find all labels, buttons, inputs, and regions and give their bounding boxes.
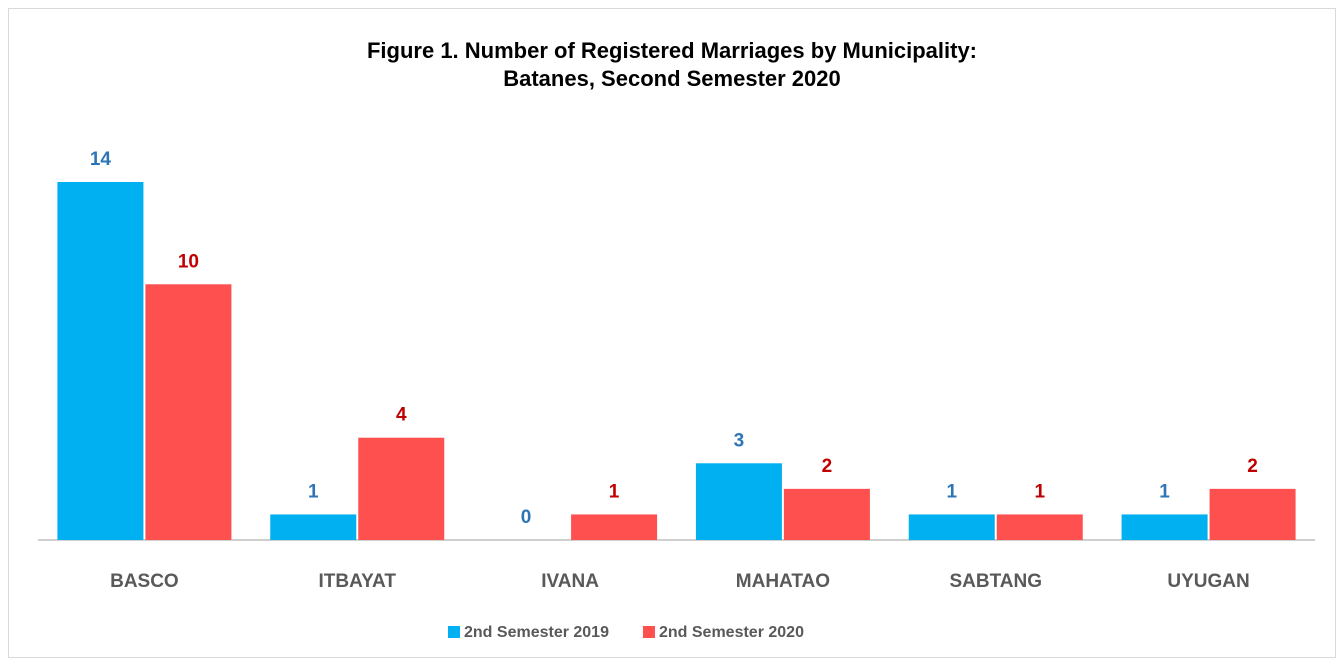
x-tick-label: MAHATAO: [736, 571, 830, 592]
bar: [996, 514, 1083, 540]
data-label: 4: [396, 405, 407, 426]
bar: [270, 514, 357, 540]
x-tick-label: ITBAYAT: [319, 571, 397, 592]
x-tick-label: IVANA: [541, 571, 599, 592]
x-tick-label: UYUGAN: [1167, 571, 1249, 592]
data-label: 1: [946, 481, 957, 502]
legend-label: 2nd Semester 2019: [464, 624, 609, 641]
bar: [695, 463, 782, 540]
chart-title: Figure 1. Number of Registered Marriages…: [367, 38, 977, 63]
bar: [908, 514, 995, 540]
data-label: 14: [90, 149, 112, 170]
data-label: 2: [1247, 456, 1258, 477]
chart-title: Batanes, Second Semester 2020: [503, 66, 841, 91]
bar: [57, 182, 144, 540]
data-label: 1: [609, 481, 620, 502]
bar: [358, 437, 445, 540]
bar: [145, 284, 232, 540]
data-label: 0: [521, 507, 532, 528]
bar: [571, 514, 658, 540]
data-label: 10: [178, 251, 199, 272]
legend-swatch: [642, 626, 655, 638]
bar: [783, 488, 870, 540]
bar: [1121, 514, 1208, 540]
data-label: 1: [1034, 481, 1045, 502]
data-label: 1: [1159, 481, 1170, 502]
bar: [1209, 488, 1296, 540]
data-label: 2: [822, 456, 833, 477]
x-tick-label: BASCO: [110, 571, 179, 592]
legend-label: 2nd Semester 2020: [659, 624, 804, 641]
legend-swatch: [448, 626, 460, 638]
x-tick-label: SABTANG: [949, 571, 1042, 592]
data-label: 1: [308, 481, 319, 502]
data-label: 3: [734, 430, 745, 451]
